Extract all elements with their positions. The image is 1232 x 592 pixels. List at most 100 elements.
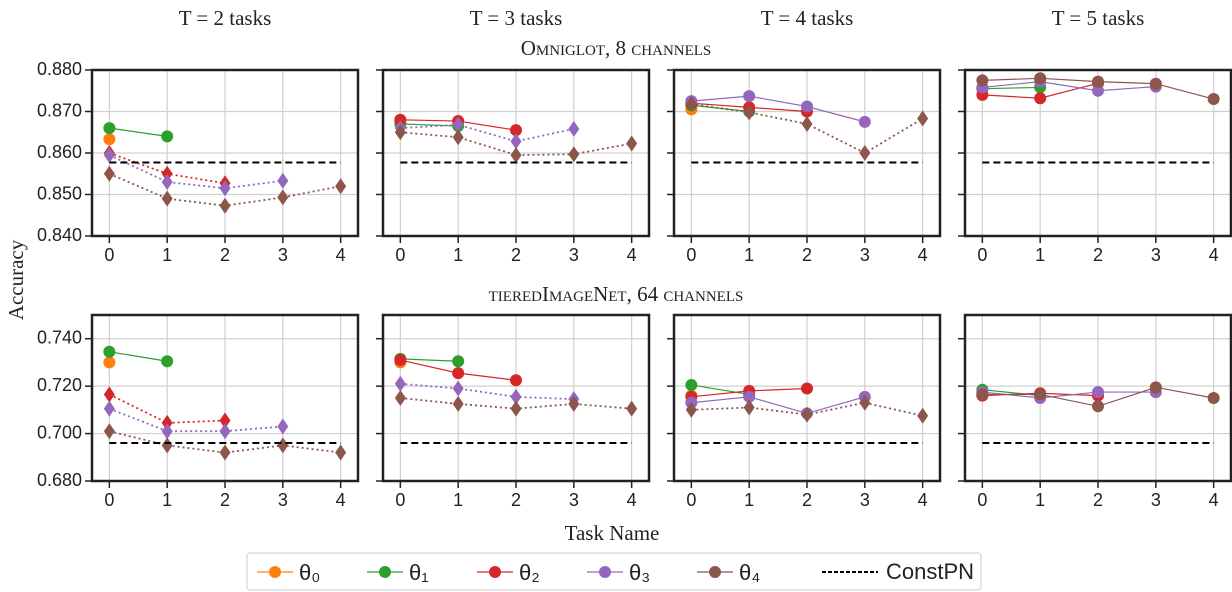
marker — [568, 395, 580, 412]
x-tick-label: 3 — [278, 245, 288, 265]
series-line — [400, 382, 574, 401]
plot-frame — [963, 313, 1232, 483]
marker — [103, 133, 116, 146]
column-title: T = 3 tasks — [470, 6, 563, 30]
marker — [219, 423, 231, 440]
marker — [685, 96, 697, 113]
y-tick-label: 0.720 — [37, 375, 82, 395]
legend-marker — [379, 566, 391, 578]
legend-label: ConstPN — [886, 559, 974, 584]
y-tick-label: 0.840 — [37, 225, 82, 245]
x-tick-label: 1 — [1035, 245, 1045, 265]
x-tick-label: 2 — [511, 490, 521, 510]
y-tick-label: 0.740 — [37, 327, 82, 347]
marker — [743, 90, 756, 103]
x-tick-label: 1 — [1035, 490, 1045, 510]
marker — [394, 375, 406, 392]
marker — [801, 115, 813, 132]
marker — [1092, 400, 1104, 413]
marker — [510, 400, 522, 417]
x-tick-label: 3 — [278, 490, 288, 510]
series-line — [691, 384, 750, 396]
x-tick-label: 2 — [802, 490, 812, 510]
marker — [976, 74, 989, 87]
series-line — [109, 407, 283, 433]
x-tick-label: 4 — [1209, 490, 1219, 510]
x-tick-label: 3 — [1151, 490, 1161, 510]
x-tick-label: 1 — [453, 245, 463, 265]
marker — [452, 129, 464, 146]
marker — [103, 400, 115, 417]
legend-label: θ₁ — [409, 560, 429, 585]
marker — [1034, 72, 1047, 85]
marker — [161, 437, 173, 454]
marker — [103, 386, 115, 403]
series-line — [691, 104, 750, 113]
plot-frame — [90, 313, 360, 483]
marker — [394, 124, 406, 141]
x-tick-label: 0 — [104, 245, 114, 265]
x-tick-label: 1 — [744, 245, 754, 265]
series-line — [108, 393, 226, 424]
legend-marker — [709, 566, 721, 578]
marker — [161, 130, 174, 143]
x-tick-label: 2 — [1093, 245, 1103, 265]
marker — [1092, 84, 1104, 97]
panel: 0.680 0.700 0.720 0.740 0 1 2 3 4 — [37, 313, 360, 510]
marker — [452, 355, 465, 368]
y-axis-label: Accuracy — [4, 239, 28, 320]
series-line — [109, 127, 168, 137]
series-line — [982, 81, 1156, 92]
column-title: T = 5 tasks — [1052, 6, 1145, 30]
series-line — [400, 123, 459, 127]
marker — [103, 165, 115, 182]
marker — [161, 165, 173, 182]
marker — [917, 407, 929, 424]
marker — [801, 382, 813, 395]
marker — [1092, 75, 1104, 88]
marker — [859, 145, 871, 161]
marker — [626, 135, 638, 152]
panel: T = 2 tasks 0.840 0.850 0.860 0.870 0.880 0 1 2 3… — [37, 6, 360, 265]
marker — [568, 120, 580, 137]
x-tick-label: 3 — [860, 490, 870, 510]
marker — [859, 394, 871, 411]
marker — [1034, 388, 1047, 401]
x-tick-label: 0 — [686, 490, 696, 510]
panel: 0 1 2 3 4 — [958, 313, 1232, 510]
plot-frame — [381, 313, 651, 483]
marker — [219, 180, 231, 197]
series-line — [982, 86, 1041, 90]
marker — [277, 172, 289, 189]
x-tick-label: 4 — [627, 245, 637, 265]
y-tick-label: 0.700 — [37, 422, 82, 442]
plot-frame — [672, 68, 942, 238]
y-tick-label: 0.850 — [37, 183, 82, 203]
x-tick-label: 3 — [569, 490, 579, 510]
marker — [161, 414, 173, 431]
x-tick-label: 1 — [453, 490, 463, 510]
marker — [917, 110, 929, 127]
marker — [685, 378, 698, 391]
marker — [510, 374, 522, 387]
marker — [103, 345, 116, 358]
panel: 0 1 2 3 4 — [667, 313, 942, 510]
x-tick-label: 1 — [162, 490, 172, 510]
legend-label: θ₃ — [629, 560, 650, 585]
marker — [161, 355, 174, 368]
x-tick-label: 0 — [977, 490, 987, 510]
series-line — [400, 358, 459, 362]
marker — [452, 367, 465, 380]
x-tick-label: 2 — [511, 245, 521, 265]
marker — [277, 437, 289, 454]
x-tick-label: 4 — [627, 490, 637, 510]
series-line — [400, 123, 575, 143]
x-tick-label: 1 — [744, 490, 754, 510]
series-line — [691, 396, 865, 415]
marker — [103, 147, 115, 164]
marker — [510, 388, 522, 405]
marker — [277, 418, 289, 435]
x-tick-label: 2 — [1093, 490, 1103, 510]
